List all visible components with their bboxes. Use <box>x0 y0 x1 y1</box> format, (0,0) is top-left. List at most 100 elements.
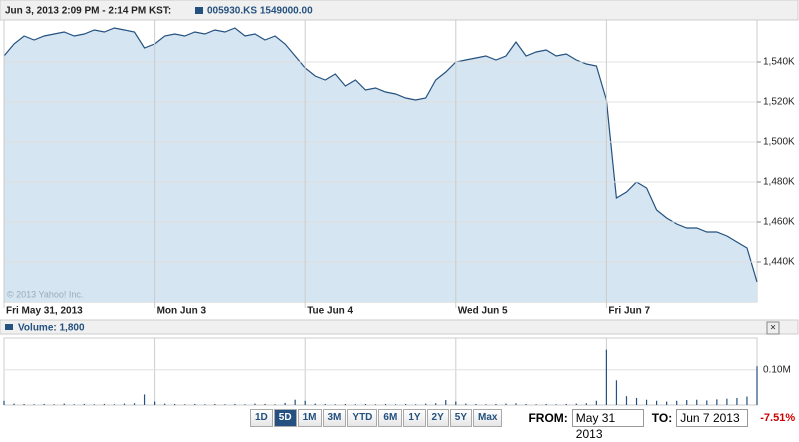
volume-bar <box>485 404 487 405</box>
volume-bar <box>645 399 648 405</box>
volume-bar <box>384 403 387 405</box>
volume-bar <box>605 349 607 405</box>
volume-bar <box>525 403 527 405</box>
volume-bar <box>706 400 708 405</box>
volume-bar <box>63 403 65 405</box>
to-input[interactable]: Jun 7 2013 <box>676 409 749 427</box>
volume-bar <box>425 403 427 405</box>
volume-bar <box>194 403 196 405</box>
volume-swatch <box>5 324 13 330</box>
volume-bar <box>234 403 236 405</box>
price-area <box>4 28 757 302</box>
volume-bar <box>244 404 246 405</box>
x-tick-label: Fri May 31, 2013 <box>6 306 83 317</box>
volume-bar <box>294 399 296 405</box>
volume-bar <box>103 403 105 405</box>
volume-bar <box>656 400 658 405</box>
volume-bar <box>435 403 437 405</box>
x-tick-label: Tue Jun 4 <box>307 306 353 317</box>
volume-bar <box>254 403 256 405</box>
volume-bar <box>666 401 668 405</box>
from-label: FROM: <box>528 411 568 425</box>
volume-bar <box>154 401 156 405</box>
volume-bar <box>686 400 688 405</box>
volume-bar <box>595 400 597 405</box>
volume-bar <box>676 400 678 405</box>
volume-header <box>0 319 799 335</box>
to-label: TO: <box>651 411 673 425</box>
volume-bar <box>585 403 587 405</box>
volume-bar <box>635 397 638 405</box>
y-tick-label: 1,540K <box>763 57 795 68</box>
controls: 1D 5D 1M 3M YTD 6M 1Y 2Y 5Y Max FROM: May 31 2013… <box>250 408 795 441</box>
volume-bar <box>726 398 728 405</box>
volume-bar <box>83 403 85 405</box>
volume-bar <box>174 403 176 405</box>
volume-bar <box>354 404 356 405</box>
y-tick-label: 1,480K <box>763 177 795 188</box>
volume-bar <box>746 396 748 405</box>
volume-bar <box>455 401 457 405</box>
volume-bar <box>284 402 286 405</box>
from-input[interactable]: May 31 2013 <box>571 409 644 441</box>
volume-bar <box>274 404 276 405</box>
range-button[interactable]: 2Y <box>426 409 449 427</box>
range-button[interactable]: 1M <box>297 409 322 427</box>
range-button[interactable]: YTD <box>347 409 378 427</box>
range-button[interactable]: 5Y <box>449 409 473 427</box>
chart: Jun 3, 2013 2:09 PM - 2:14 PM KST: 00593… <box>0 0 799 406</box>
volume-bar <box>495 403 497 405</box>
volume-bar <box>43 403 45 405</box>
volume-bar <box>324 403 326 405</box>
volume-bar <box>696 399 698 405</box>
y-tick-label: 1,500K <box>763 137 795 148</box>
volume-bar <box>415 404 417 405</box>
range-button[interactable]: Max <box>473 409 503 427</box>
volume-bar <box>143 394 146 405</box>
volume-bar <box>364 403 367 405</box>
range-button[interactable]: 5D <box>273 409 297 427</box>
volume-bar <box>113 404 116 405</box>
volume-bar <box>344 403 346 405</box>
volume-bar <box>756 366 758 405</box>
x-tick-label: Fri Jun 7 <box>608 306 650 317</box>
volume-bar <box>3 400 5 405</box>
y-tick-label: 1,460K <box>763 217 795 228</box>
volume-bar <box>204 404 206 405</box>
legend-swatch <box>195 7 203 14</box>
close-icon[interactable]: × <box>770 323 776 334</box>
x-tick-label: Mon Jun 3 <box>157 306 207 317</box>
volume-bar <box>716 399 718 405</box>
volume-bar <box>93 404 95 405</box>
price-line <box>3 27 758 283</box>
range-button[interactable]: 1D <box>250 409 273 427</box>
y-tick-label: 1,440K <box>763 257 795 268</box>
volume-bar <box>23 403 25 405</box>
time-range: Jun 3, 2013 2:09 PM - 2:14 PM KST: <box>5 6 171 17</box>
range-button[interactable]: 1Y <box>403 409 426 427</box>
volume-bar <box>555 404 557 405</box>
volume-bar <box>575 403 577 405</box>
volume-bar <box>184 404 186 405</box>
volume-bar <box>53 404 55 405</box>
x-tick-label: Wed Jun 5 <box>458 306 508 317</box>
volume-bar <box>465 403 467 405</box>
volume-bar <box>505 403 507 405</box>
volume-bar <box>133 403 136 405</box>
close-button[interactable] <box>766 321 780 335</box>
volume-bar <box>445 400 447 405</box>
volume-bar <box>73 404 75 405</box>
range-button[interactable]: 3M <box>322 409 347 427</box>
volume-bar <box>736 397 738 405</box>
range-button[interactable]: 6M <box>378 409 403 427</box>
y-tick-label: 1,520K <box>763 97 795 108</box>
volume-bar <box>625 396 628 405</box>
volume-bar <box>405 403 407 405</box>
volume-bar <box>13 403 15 405</box>
volume-bar <box>394 404 397 405</box>
symbol-label: 005930.KS 1549000.00 <box>207 6 313 17</box>
volume-bar <box>314 403 316 405</box>
volume-bar <box>535 404 537 405</box>
